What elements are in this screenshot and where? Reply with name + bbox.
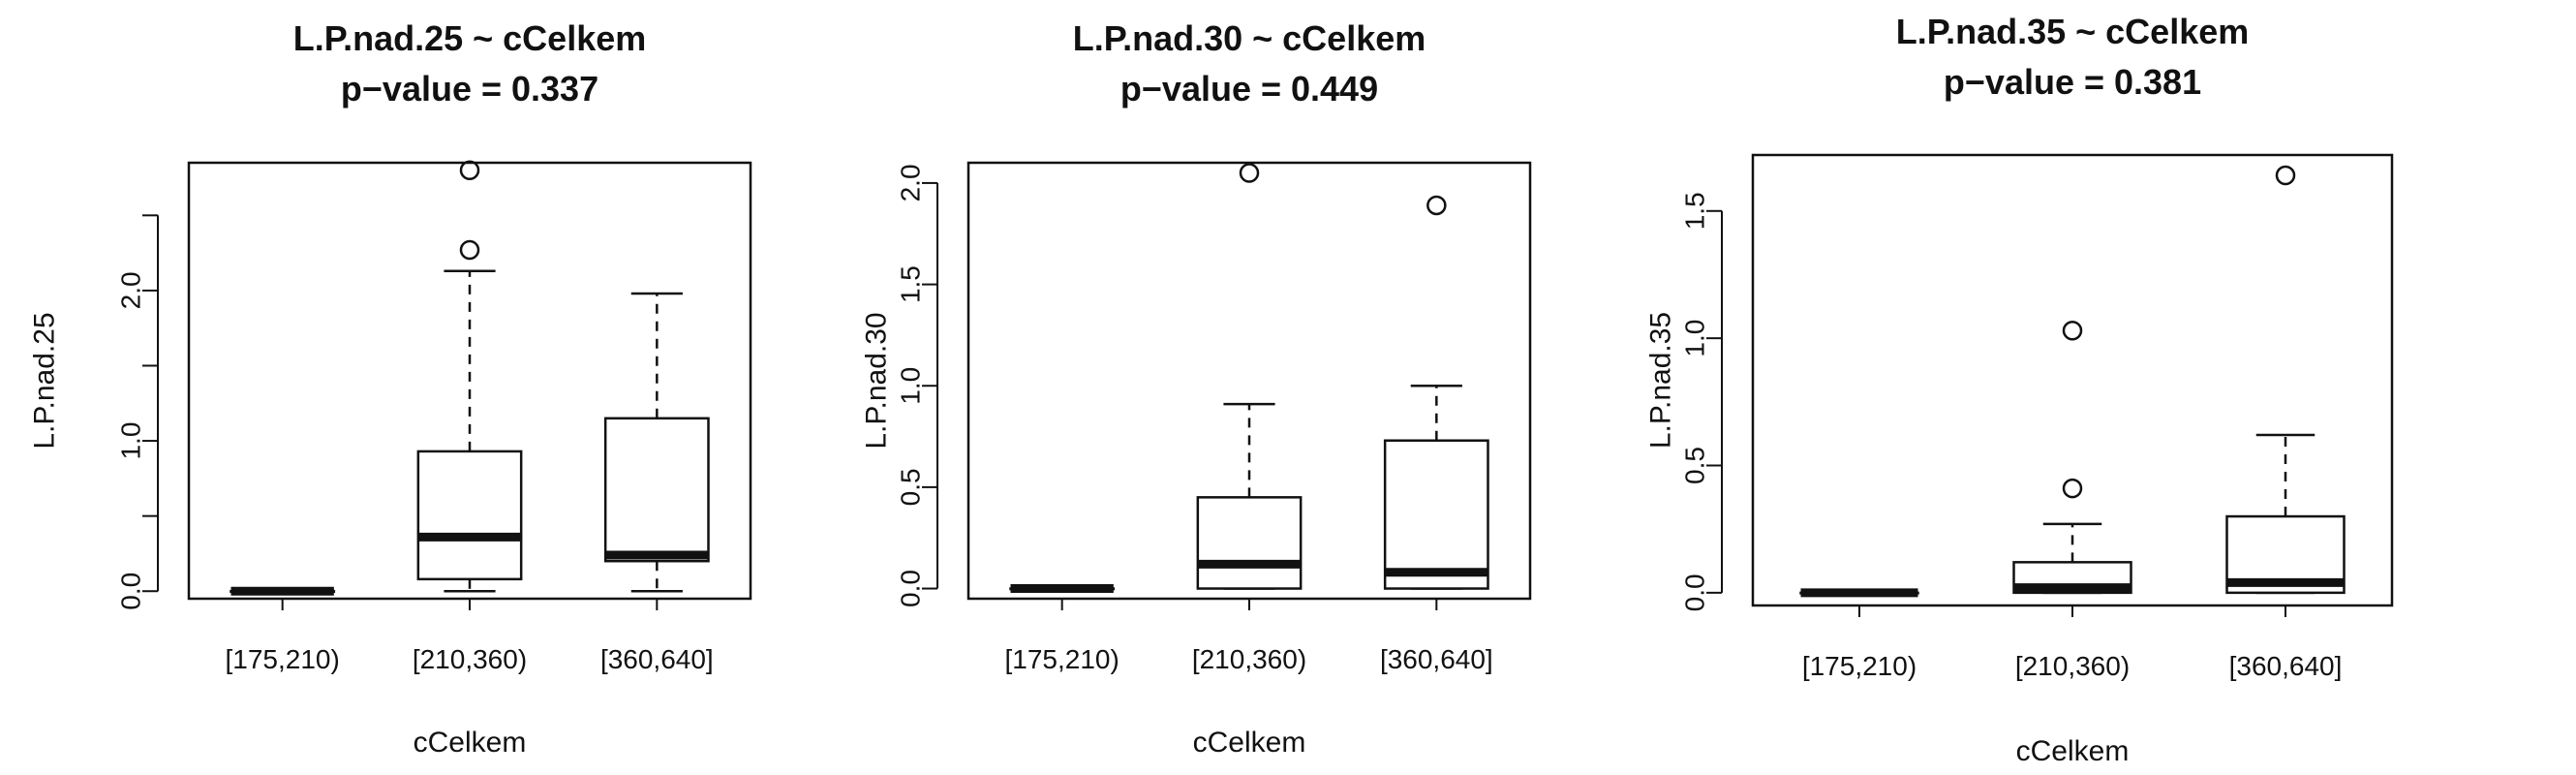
box-3 (1383, 195, 1489, 590)
y-tick-label: 0.0 (896, 570, 926, 607)
x-category-label: [175,210) (1005, 644, 1119, 674)
x-category-label: [210,360) (1192, 644, 1306, 674)
box-2 (1196, 163, 1303, 590)
outlier-point (459, 160, 480, 181)
y-tick-label: 0.0 (1680, 574, 1710, 611)
outlier-point (1426, 195, 1447, 216)
box-iqr (416, 450, 523, 581)
x-axis-title: cCelkem (2016, 735, 2130, 767)
x-category-label: [360,640] (2229, 651, 2343, 681)
y-axis-title: L.P.nad.30 (861, 312, 893, 449)
y-axis-title: L.P.nad.25 (29, 312, 61, 449)
chart-title: L.P.nad.25 ~ cCelkem (293, 18, 647, 58)
y-tick-label: 1.0 (116, 422, 146, 460)
outlier-point (1239, 163, 1260, 183)
box-iqr (603, 417, 710, 563)
box-3 (2225, 165, 2346, 595)
box-2 (2012, 321, 2132, 595)
box-1 (230, 586, 336, 596)
x-category-label: [210,360) (413, 644, 527, 674)
y-tick-label: 1.0 (1680, 320, 1710, 357)
box-2 (416, 160, 523, 593)
y-tick-label: 0.0 (116, 573, 146, 610)
box-1 (1009, 584, 1116, 594)
x-category-label: [210,360) (2015, 651, 2130, 681)
y-axis-title: L.P.nad.35 (1645, 312, 1677, 449)
box-1 (1799, 588, 1919, 598)
x-category-label: [175,210) (226, 644, 340, 674)
y-tick-label: 2.0 (896, 164, 926, 202)
box-3 (603, 292, 710, 593)
y-tick-label: 1.5 (896, 265, 926, 303)
box-iqr (1383, 439, 1489, 590)
x-category-label: [360,640] (1380, 644, 1493, 674)
outlier-point (459, 239, 480, 261)
chart-subtitle: p−value = 0.381 (1944, 62, 2201, 102)
chart-title: L.P.nad.35 ~ cCelkem (1896, 12, 2250, 51)
y-tick-label: 1.5 (1680, 192, 1710, 230)
x-axis-title: cCelkem (1193, 727, 1306, 759)
chart-subtitle: p−value = 0.337 (341, 69, 598, 108)
outlier-point (2062, 321, 2083, 341)
y-tick-label: 0.5 (1680, 447, 1710, 484)
outlier-point (2062, 478, 2083, 499)
chart-panel-2: L.P.nad.30 ~ cCelkem p−value = 0.449 0.0 0.… (861, 18, 1532, 759)
x-axis-title: cCelkem (414, 727, 527, 759)
y-tick-label: 1.0 (896, 367, 926, 405)
x-category-label: [175,210) (1802, 651, 1917, 681)
x-category-label: [360,640] (600, 644, 714, 674)
chart-panel-1: L.P.nad.25 ~ cCelkem p−value = 0.337 0.0 1.… (29, 18, 752, 759)
y-tick-label: 0.5 (896, 468, 926, 506)
chart-panel-3: L.P.nad.35 ~ cCelkem p−value = 0.381 0.0 0.… (1645, 12, 2394, 767)
box-iqr (1196, 496, 1303, 590)
chart-title: L.P.nad.30 ~ cCelkem (1073, 18, 1426, 58)
y-tick-label: 2.0 (116, 271, 146, 309)
chart-subtitle: p−value = 0.449 (1120, 69, 1378, 108)
outlier-point (2275, 165, 2296, 186)
